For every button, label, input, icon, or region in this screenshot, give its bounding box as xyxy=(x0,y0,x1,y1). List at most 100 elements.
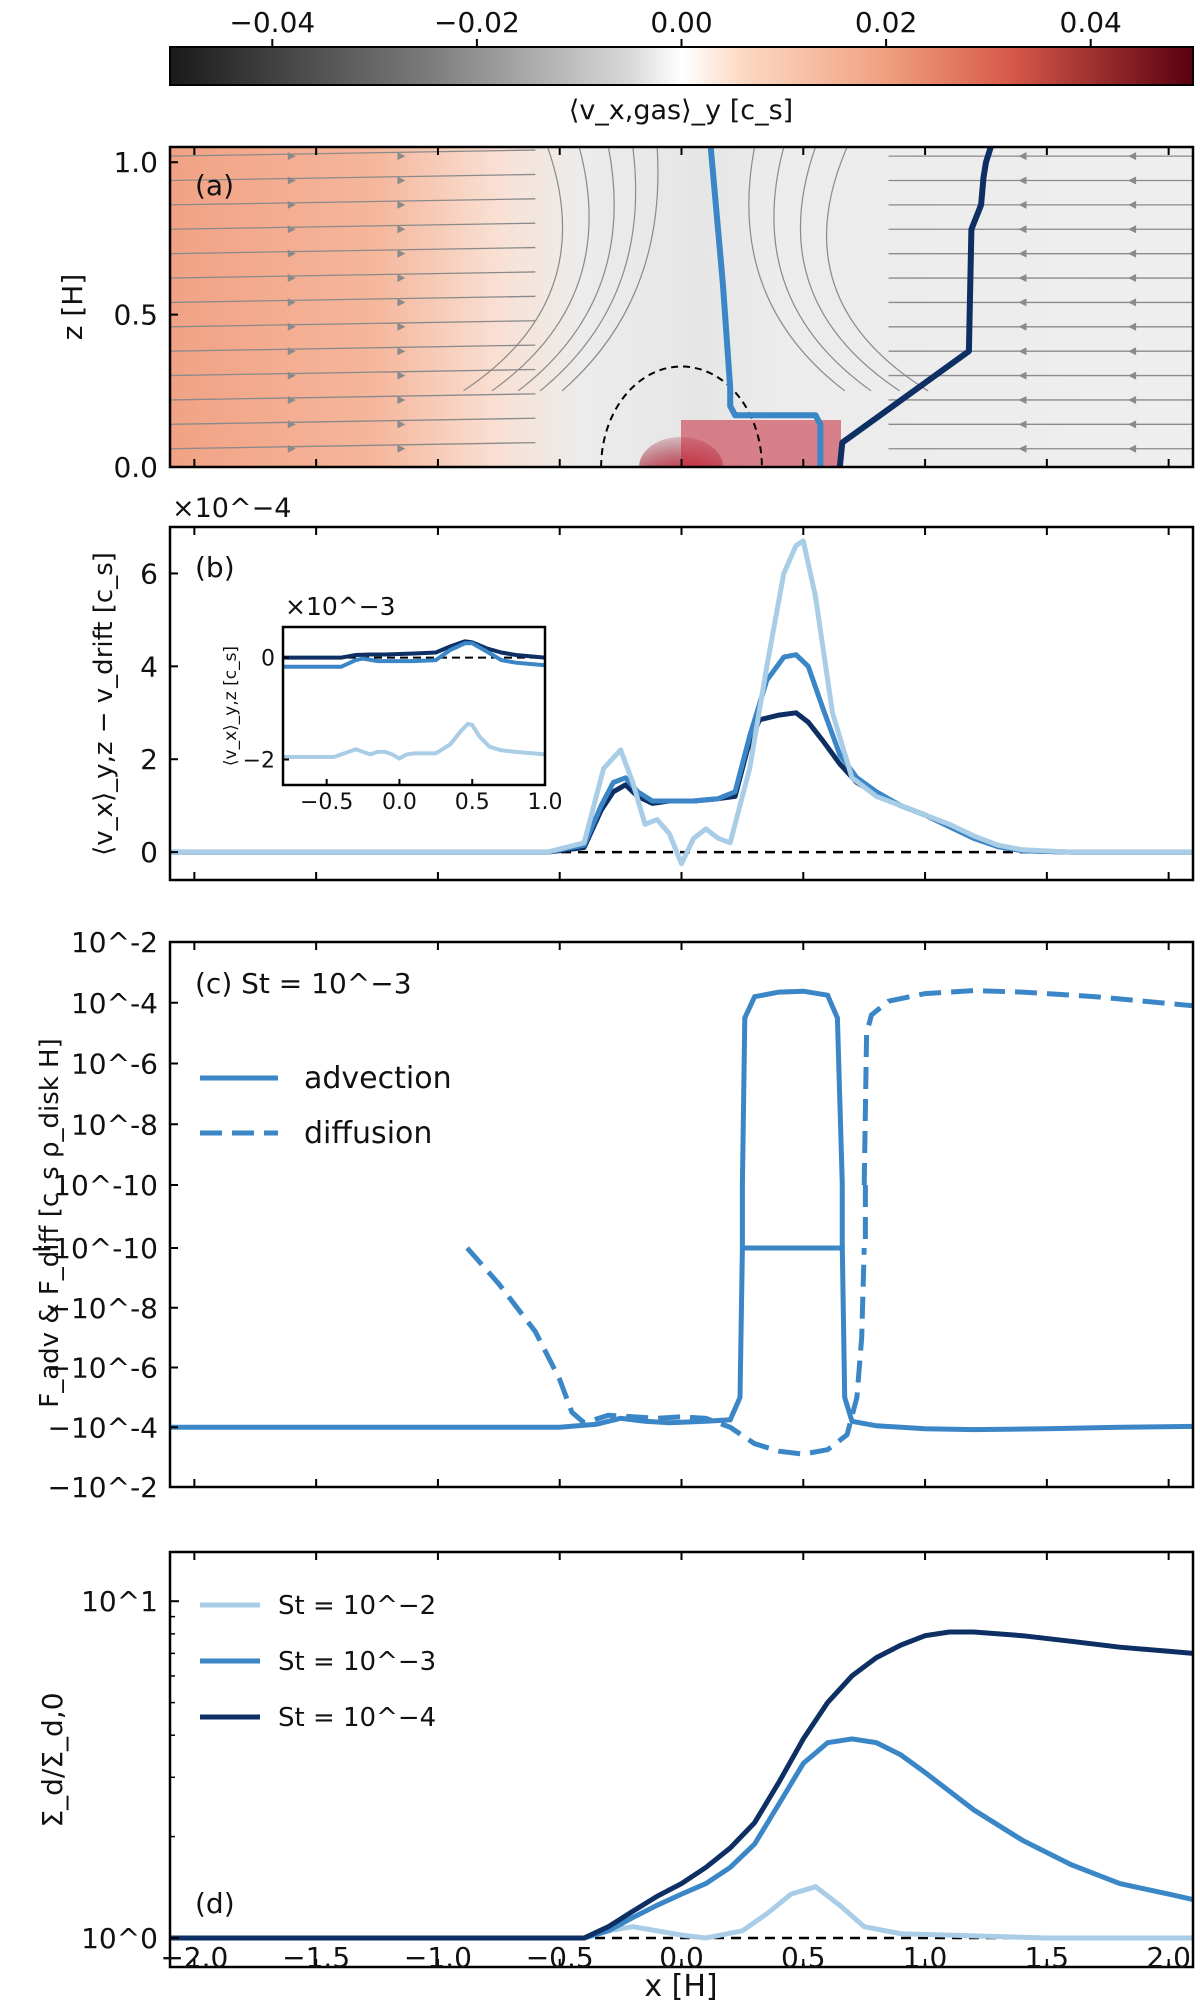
inset-series-line xyxy=(283,641,545,669)
inset-ytick-label: 0 xyxy=(261,647,275,672)
streamline-arrow xyxy=(287,395,296,404)
streamline-arrow xyxy=(397,298,406,307)
panel-d-xtick-label: −1.5 xyxy=(282,1941,350,1974)
panel-d-xtick-label: −0.5 xyxy=(526,1941,594,1974)
inset-ytick-label: −2 xyxy=(243,749,275,774)
streamline-arrow xyxy=(1018,371,1027,380)
legend-advection-label: advection xyxy=(304,1061,452,1096)
streamline-arrow xyxy=(1018,176,1027,185)
streamline-vertical xyxy=(491,147,590,392)
panel-d-xtick-label: 2.0 xyxy=(1146,1941,1191,1974)
panel-c-label: (c) St = 10^−3 xyxy=(195,967,412,1000)
panel-c-ytick-label: 10^-2 xyxy=(71,926,158,959)
panel-a-label: (a) xyxy=(195,169,234,202)
streamline-arrow xyxy=(397,420,406,429)
streamline-arrow xyxy=(287,274,296,283)
inset-xtick-label: 1.0 xyxy=(528,790,563,815)
trajectory-line xyxy=(836,147,994,467)
legend-st1e4-label: St = 10^−4 xyxy=(278,1703,436,1733)
streamline-arrow xyxy=(287,249,296,258)
panel-d-ytick-label: 10^0 xyxy=(81,1922,158,1955)
panel-b-label: (b) xyxy=(195,551,235,584)
panel-a-ytick-label: 0.0 xyxy=(113,451,158,484)
inset-multiplier: ×10^−3 xyxy=(285,592,396,621)
streamline-left xyxy=(170,344,536,352)
colorbar-label: ⟨v_x,gas⟩_y [c_s] xyxy=(569,95,793,126)
streamline-left xyxy=(170,271,536,279)
panel-b-ytick-label: 4 xyxy=(140,650,158,683)
streamline-arrow xyxy=(1018,444,1027,453)
streamline-arrow xyxy=(1128,274,1137,283)
streamline-left xyxy=(170,173,536,182)
panel-c-ytick-label: 10^-8 xyxy=(71,1108,158,1141)
streamline-arrow xyxy=(397,152,406,161)
panel-a-flow-map: 0.0 0.5 1.0 (a) z [H] xyxy=(56,145,1195,484)
inset-xtick-label: 0.5 xyxy=(455,790,490,815)
streamline-arrow xyxy=(1128,176,1137,185)
panel-d-xtick-label: 0.5 xyxy=(781,1941,826,1974)
streamline-arrow xyxy=(287,225,296,234)
streamline-left xyxy=(170,149,536,157)
streamline-left xyxy=(170,198,536,206)
colorbar-tick-label: 0.02 xyxy=(855,6,917,39)
streamline-arrow xyxy=(287,444,296,453)
panel-b-velocity: 0 2 4 6 ×10^−4 (b) ⟨v_x⟩_y,z − v_drift [c_s… xyxy=(89,493,1195,882)
streamline-arrow xyxy=(1128,444,1137,453)
panel-d-xtick-label: 0.0 xyxy=(659,1941,704,1974)
streamline-vertical xyxy=(561,147,659,392)
streamline-left xyxy=(170,441,536,450)
panel-c-frame xyxy=(168,940,1195,1489)
streamline-arrow xyxy=(287,420,296,429)
streamlines xyxy=(170,147,1193,453)
streamline-arrow xyxy=(1128,249,1137,258)
panel-b-multiplier: ×10^−4 xyxy=(172,493,291,524)
streamline-arrow xyxy=(287,200,296,209)
panel-c-ytick-label: 10^-6 xyxy=(71,1048,158,1081)
streamline-arrow xyxy=(1128,225,1137,234)
streamline-arrow xyxy=(1018,274,1027,283)
streamline-arrow xyxy=(397,322,406,331)
legend-st1e3-label: St = 10^−3 xyxy=(278,1647,436,1677)
panel-b-series-line xyxy=(170,538,1193,867)
streamline-arrow xyxy=(397,444,406,453)
streamline-left xyxy=(170,320,536,328)
colorbar-tick-label: 0.04 xyxy=(1060,6,1122,39)
panel-b-ytick-label: 6 xyxy=(140,557,158,590)
colorbar: −0.04 −0.02 0.00 0.02 0.04 ⟨v_x,gas⟩_y [c_s] xyxy=(169,6,1194,126)
streamline-arrow xyxy=(1128,298,1137,307)
streamline-vertical xyxy=(517,147,615,392)
panel-c-ytick-label: −10^-10 xyxy=(30,1232,158,1265)
streamline-left xyxy=(170,246,536,255)
streamline-arrow xyxy=(1018,347,1027,356)
panel-b-ytick-label: 2 xyxy=(140,743,158,776)
panel-b-ylabel: ⟨v_x⟩_y,z − v_drift [c_s] xyxy=(89,552,119,856)
panel-a-background xyxy=(170,147,1193,467)
streamline-arrow xyxy=(1018,152,1027,161)
panel-d-xtick-label: −2.0 xyxy=(160,1941,228,1974)
panel-d-legend: St = 10^−2 St = 10^−3 St = 10^−4 xyxy=(200,1591,436,1733)
streamline-arrow xyxy=(287,371,296,380)
advection-positive-line xyxy=(739,988,845,1186)
panel-c-ytick-label: −10^-8 xyxy=(48,1292,158,1325)
panel-a-ytick-label: 0.5 xyxy=(113,299,158,332)
streamline-left xyxy=(170,222,536,230)
panel-c-ytick-label: −10^-6 xyxy=(48,1352,158,1385)
panel-c-ytick-label: −10^-2 xyxy=(48,1471,158,1504)
colorbar-tick-label: 0.00 xyxy=(650,6,712,39)
panel-d-xtick-label: 1.0 xyxy=(903,1941,948,1974)
streamline-arrow xyxy=(287,176,296,185)
panel-c-ytick-label: 10^-4 xyxy=(71,987,158,1020)
streamline-vertical xyxy=(799,147,900,392)
streamline-arrow xyxy=(397,225,406,234)
streamline-arrow xyxy=(397,200,406,209)
streamline-arrow xyxy=(1018,298,1027,307)
panel-d-series-line xyxy=(170,1629,1193,1941)
diffusion-positive-line xyxy=(861,988,1193,1186)
streamline-arrow xyxy=(397,371,406,380)
colorbar-tick-label: −0.02 xyxy=(434,6,520,39)
streamline-arrow xyxy=(1018,322,1027,331)
streamline-arrow xyxy=(287,347,296,356)
streamline-arrow xyxy=(397,347,406,356)
streamline-vertical xyxy=(773,147,872,392)
streamline-arrow xyxy=(287,152,296,161)
